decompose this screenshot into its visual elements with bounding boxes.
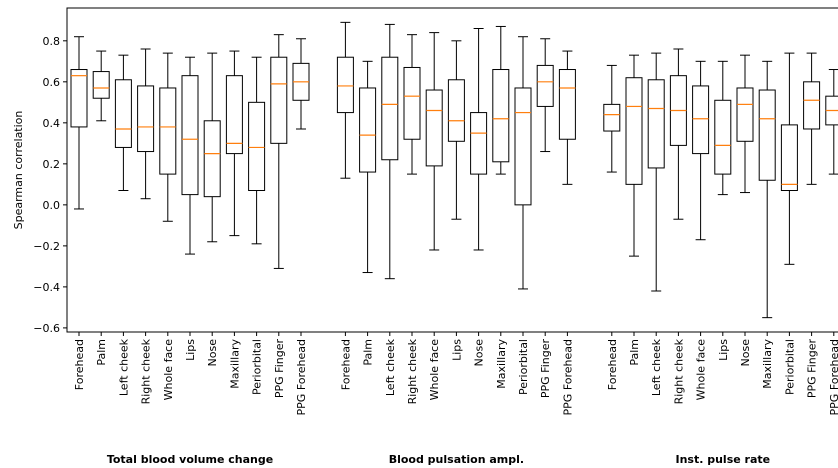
x-tick-label: PPG Forehead xyxy=(295,339,308,415)
y-tick-label: −0.6 xyxy=(33,322,60,335)
x-tick-label: Right cheek xyxy=(406,338,419,404)
x-tick-label: Left cheek xyxy=(117,338,130,396)
x-tick-label: PPG Finger xyxy=(539,339,552,399)
box xyxy=(558,69,576,140)
box xyxy=(447,79,465,142)
x-tick-label: Right cheek xyxy=(140,338,153,404)
x-tick-label: Periorbital xyxy=(517,339,530,395)
x-tick-label: Lips xyxy=(717,339,730,361)
box xyxy=(359,87,377,173)
x-tick-label: PPG Finger xyxy=(806,339,819,399)
box xyxy=(625,77,643,185)
y-tick-label: 0.2 xyxy=(43,158,61,171)
box xyxy=(470,112,488,175)
box xyxy=(137,85,155,153)
x-tick-label: PPG Finger xyxy=(273,339,286,399)
y-tick-label: −0.2 xyxy=(33,240,60,253)
box xyxy=(181,75,199,196)
y-tick-label: −0.4 xyxy=(33,281,60,294)
x-tick-label: Forehead xyxy=(339,339,352,390)
box xyxy=(736,87,754,142)
box xyxy=(336,56,354,114)
box xyxy=(92,71,110,99)
x-tick-label: Whole face xyxy=(428,339,441,401)
y-tick-label: 0.4 xyxy=(43,117,61,130)
box xyxy=(270,56,288,144)
box xyxy=(248,101,266,192)
box xyxy=(203,120,221,198)
x-tick-label: Maxillary xyxy=(761,339,774,389)
box xyxy=(425,89,443,167)
x-tick-label: Lips xyxy=(184,339,197,361)
x-tick-label: Nose xyxy=(206,339,219,367)
box xyxy=(114,79,132,148)
box xyxy=(803,81,821,130)
x-tick-label: Maxillary xyxy=(495,339,508,389)
box xyxy=(758,89,776,181)
x-tick-label: Palm xyxy=(628,339,641,366)
y-tick-label: 0.8 xyxy=(43,35,61,48)
box xyxy=(647,79,665,169)
box xyxy=(381,56,399,161)
x-tick-label: Left cheek xyxy=(650,338,663,396)
box xyxy=(403,66,421,140)
x-tick-label: Lips xyxy=(450,339,463,361)
x-tick-label: Nose xyxy=(739,339,752,367)
x-tick-label: Forehead xyxy=(73,339,86,390)
box xyxy=(159,87,177,175)
box xyxy=(603,103,621,132)
box xyxy=(780,124,798,192)
x-tick-label: Whole face xyxy=(695,339,708,401)
group-label: Blood pulsation ampl. xyxy=(389,453,524,466)
y-tick-label: 0.0 xyxy=(43,199,61,212)
x-tick-label: Palm xyxy=(362,339,375,366)
group-label: Inst. pulse rate xyxy=(675,453,770,466)
x-tick-label: Palm xyxy=(95,339,108,366)
x-tick-label: Whole face xyxy=(162,339,175,401)
box xyxy=(692,85,710,155)
plot-frame xyxy=(66,7,838,333)
box xyxy=(714,99,732,175)
box xyxy=(492,69,510,163)
x-tick-label: Periorbital xyxy=(783,339,796,395)
x-tick-label: PPG Forehead xyxy=(561,339,574,415)
x-tick-label: Forehead xyxy=(606,339,619,390)
box xyxy=(70,69,88,128)
x-tick-label: Nose xyxy=(473,339,486,367)
y-axis-label: Spearman correlation xyxy=(12,111,25,230)
x-tick-label: Left cheek xyxy=(384,338,397,396)
x-tick-label: Periorbital xyxy=(251,339,264,395)
x-tick-label: Maxillary xyxy=(228,339,241,389)
y-tick-label: 0.6 xyxy=(43,76,61,89)
x-tick-label: Right cheek xyxy=(672,338,685,404)
group-label: Total blood volume change xyxy=(107,453,273,466)
box xyxy=(514,87,532,206)
x-tick-label: PPG Forehead xyxy=(828,339,838,415)
box xyxy=(225,75,243,155)
box xyxy=(536,64,554,107)
